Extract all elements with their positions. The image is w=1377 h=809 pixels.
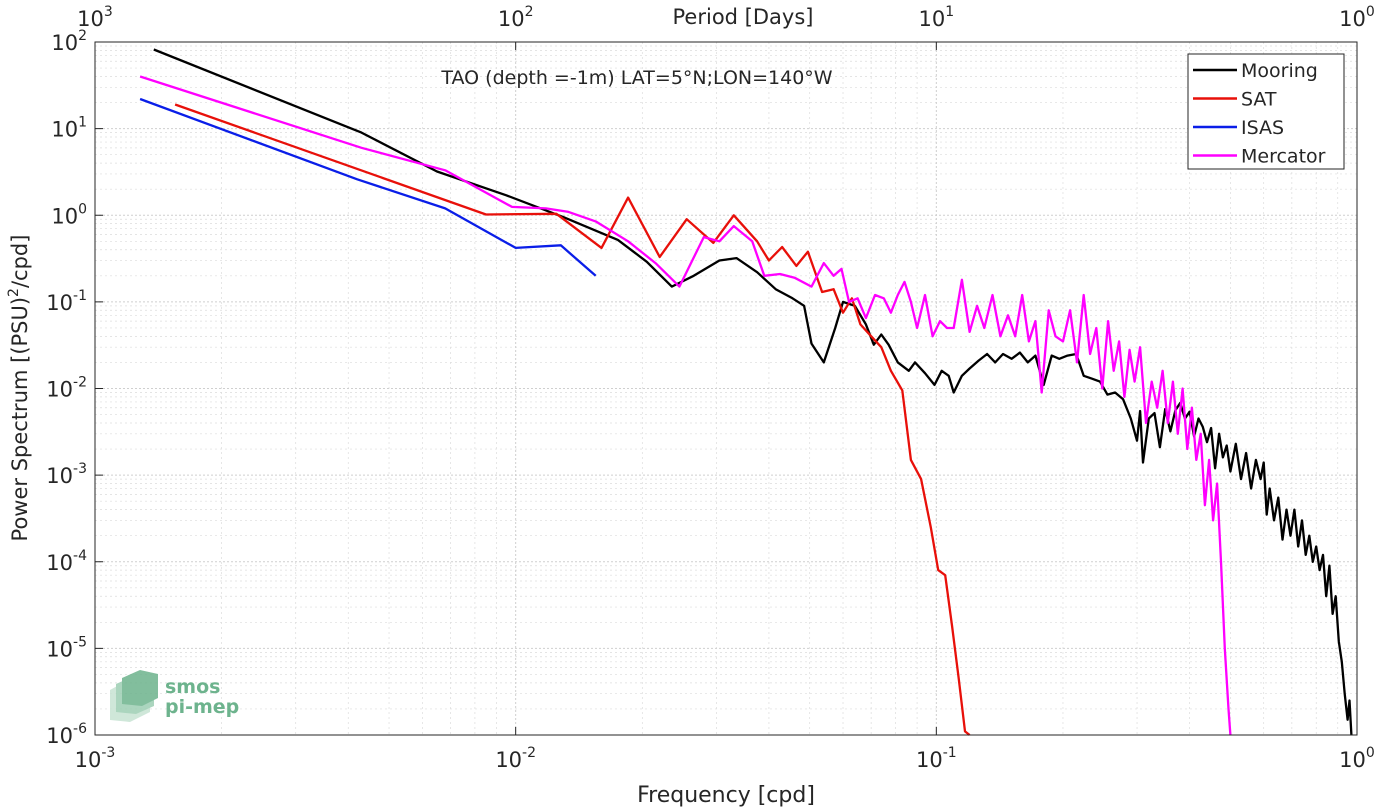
chart-title: TAO (depth =-1m) LAT=5°N;LON=140°W xyxy=(440,67,832,89)
y-axis-label: Power Spectrum [(PSU)2/cpd] xyxy=(6,235,32,542)
y-tick-label: 100 xyxy=(51,201,87,228)
top-tick-label-base: 10 xyxy=(498,7,525,31)
grid-minor xyxy=(95,42,1357,735)
x-tick-label-base: 10 xyxy=(916,748,943,772)
y-tick-label: 10-6 xyxy=(46,721,87,748)
y-tick-label-base: 10 xyxy=(51,204,78,228)
y-tick-label-exp: 1 xyxy=(78,115,87,131)
y-tick-label-exp: -2 xyxy=(73,375,87,391)
legend: Mooring SAT ISAS Mercator xyxy=(1187,53,1345,170)
top-axis-label: Period [Days] xyxy=(673,5,814,29)
y-tick-label-exp: 0 xyxy=(78,201,87,217)
series-line-isas xyxy=(139,97,597,277)
y-axis-label-main: Power Spectrum [(PSU) xyxy=(8,297,32,542)
y-tick-label-base: 10 xyxy=(46,291,73,315)
legend-label-mooring: Mooring xyxy=(1241,60,1318,82)
y-tick-label: 10-1 xyxy=(46,288,87,315)
y-axis-label-tail: /cpd] xyxy=(8,235,32,288)
y-tick-label: 10-4 xyxy=(46,548,87,575)
legend-label-mercator: Mercator xyxy=(1241,146,1326,168)
top-tick-label-base: 10 xyxy=(919,7,946,31)
x-tick-label: 100 xyxy=(1339,745,1375,772)
y-tick-label-exp: -5 xyxy=(73,634,87,650)
top-tick-label: 103 xyxy=(77,4,113,31)
y-tick-label: 102 xyxy=(51,28,87,55)
x-tick-label-base: 10 xyxy=(75,748,102,772)
axis-ticks xyxy=(94,41,1358,736)
legend-box xyxy=(1187,53,1345,170)
y-tick-label-exp: -4 xyxy=(73,548,87,564)
top-tick-label: 100 xyxy=(1339,4,1375,31)
y-tick-label: 10-5 xyxy=(46,634,87,661)
y-tick-label-base: 10 xyxy=(46,637,73,661)
x-tick-label: 10-3 xyxy=(75,745,116,772)
x-tick-label-exp: -3 xyxy=(101,745,115,761)
y-tick-label-base: 10 xyxy=(46,551,73,575)
top-tick-label-exp: 2 xyxy=(525,4,534,20)
x-tick-label-base: 10 xyxy=(495,748,522,772)
x-tick-label: 10-2 xyxy=(495,745,536,772)
legend-label-isas: ISAS xyxy=(1241,117,1284,139)
x-tick-label-exp: -2 xyxy=(522,745,536,761)
y-tick-label: 101 xyxy=(51,115,87,142)
y-tick-label-base: 10 xyxy=(46,378,73,402)
top-tick-label: 101 xyxy=(919,4,955,31)
x-axis-label: Frequency [cpd] xyxy=(637,783,815,808)
watermark-line1: smos xyxy=(165,676,220,698)
y-tick-label: 10-3 xyxy=(46,461,87,488)
y-tick-label-exp: -1 xyxy=(73,288,87,304)
x-tick-label-exp: -1 xyxy=(943,745,957,761)
y-tick-label-exp: -3 xyxy=(73,461,87,477)
top-tick-label-base: 10 xyxy=(77,7,104,31)
top-tick-label-base: 10 xyxy=(1339,7,1366,31)
legend-label-sat: SAT xyxy=(1241,89,1277,111)
top-tick-label-exp: 0 xyxy=(1366,4,1375,20)
tick-labels: 10-3 10-2 10-1 10010-610-510-410-310-210-11… xyxy=(46,4,1375,772)
x-tick-label-exp: 0 xyxy=(1366,745,1375,761)
y-tick-label-base: 10 xyxy=(46,724,73,748)
series-line-mercator xyxy=(139,75,1232,736)
y-axis-label-sup: 2 xyxy=(6,288,22,297)
legend-items: Mooring SAT ISAS Mercator xyxy=(1193,60,1326,168)
series-layer xyxy=(139,48,1353,736)
y-tick-label-exp: 2 xyxy=(78,28,87,44)
top-tick-label-exp: 1 xyxy=(945,4,954,20)
top-tick-label: 102 xyxy=(498,4,534,31)
y-tick-label-base: 10 xyxy=(51,118,78,142)
watermark-line2: pi-mep xyxy=(165,696,239,718)
top-tick-label-exp: 3 xyxy=(104,4,113,20)
y-tick-label: 10-2 xyxy=(46,375,87,402)
watermark-logo: smos pi-mep xyxy=(110,670,239,722)
y-tick-label-base: 10 xyxy=(51,31,78,55)
y-tick-label-base: 10 xyxy=(46,464,73,488)
x-tick-label: 10-1 xyxy=(916,745,957,772)
series-line-mooring xyxy=(153,48,1353,736)
y-tick-label-exp: -6 xyxy=(73,721,87,737)
x-tick-label-base: 10 xyxy=(1339,748,1366,772)
smos-logo-icon xyxy=(110,670,158,722)
series-line-sat xyxy=(174,103,971,736)
